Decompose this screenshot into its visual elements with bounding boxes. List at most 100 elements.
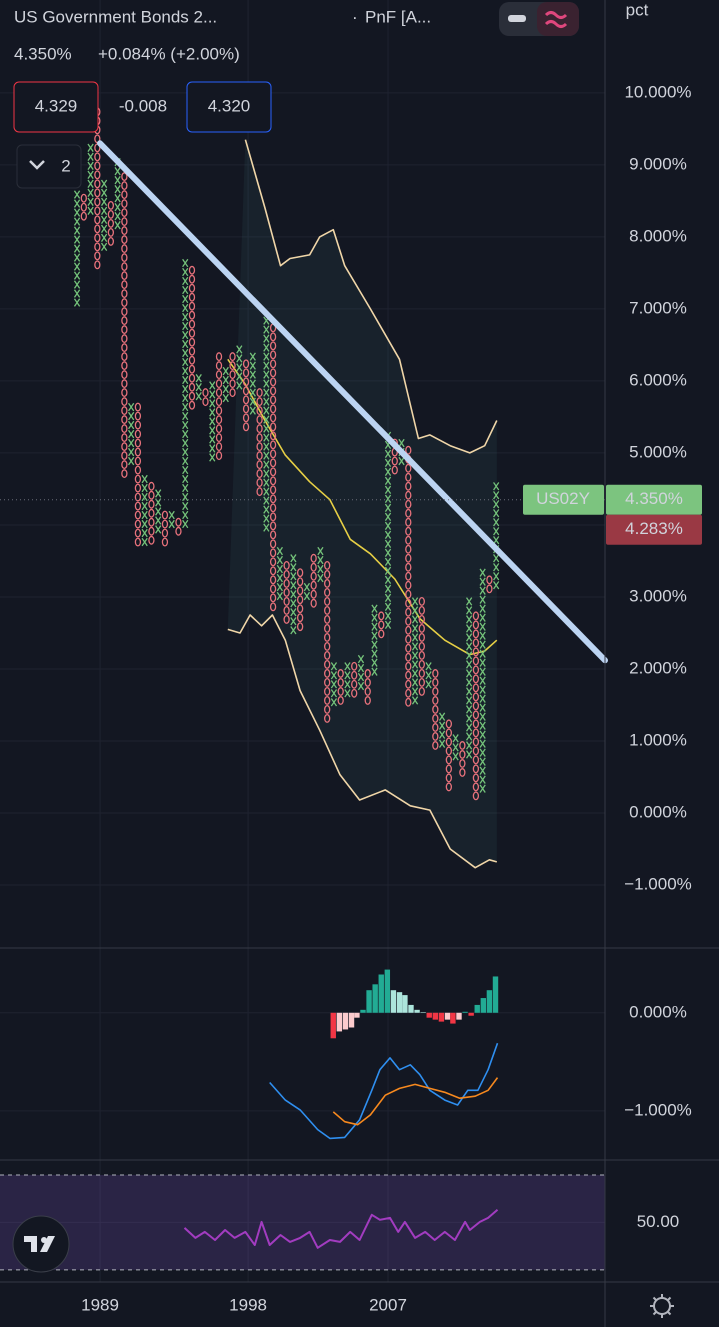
histogram-bar — [330, 1012, 336, 1039]
o-box — [296, 568, 304, 578]
x-box — [100, 206, 108, 215]
o-box — [445, 755, 452, 765]
last-price: 4.350% — [14, 44, 72, 63]
o-box — [94, 251, 101, 261]
symbol-title[interactable]: US Government Bonds 2... — [14, 7, 217, 26]
histogram-bar — [420, 1012, 426, 1013]
o-box — [121, 397, 128, 407]
o-box — [351, 679, 358, 689]
o-box — [148, 535, 155, 545]
bid-price: 4.329 — [35, 96, 78, 115]
o-box — [134, 528, 142, 538]
pnf-column — [168, 510, 175, 529]
o-box — [418, 633, 425, 642]
x-box — [100, 233, 108, 242]
o-box — [94, 170, 101, 180]
o-box — [405, 490, 412, 500]
y-tick-label: 8.000% — [629, 226, 687, 245]
x-box — [128, 438, 135, 448]
series-line — [332, 1077, 499, 1126]
o-box — [472, 755, 480, 765]
o-box — [202, 397, 209, 407]
o-box — [310, 571, 317, 581]
pnf-column — [202, 388, 209, 407]
x-box — [411, 615, 419, 624]
o-box — [472, 764, 480, 774]
x-box — [195, 392, 202, 401]
pnf-column — [155, 489, 162, 534]
x-box — [465, 741, 473, 750]
x-box — [357, 672, 365, 682]
pnf-column — [418, 597, 425, 696]
x-box — [209, 453, 216, 462]
pnf-column — [148, 481, 155, 545]
x-box — [141, 483, 148, 493]
o-box — [269, 557, 277, 567]
o-box — [432, 678, 439, 687]
x-box — [479, 703, 486, 712]
x-box — [155, 525, 162, 534]
x-box — [236, 354, 243, 363]
pnf-column — [128, 402, 135, 466]
x-box — [465, 597, 473, 606]
o-box — [324, 588, 331, 597]
o-box — [269, 467, 277, 477]
x-box — [371, 667, 378, 676]
x-box — [128, 456, 135, 466]
indicators-toggle[interactable] — [16, 144, 82, 189]
series-line — [183, 1209, 499, 1249]
o-box — [405, 625, 412, 635]
separator: · — [352, 7, 358, 26]
o-box — [378, 620, 385, 630]
x-box — [182, 303, 189, 313]
settings-icon[interactable] — [650, 1294, 674, 1318]
ask-box[interactable] — [186, 81, 272, 133]
o-box — [121, 343, 128, 353]
tradingview-logo[interactable] — [12, 1215, 70, 1273]
bid-box[interactable] — [13, 81, 99, 133]
o-box — [256, 406, 263, 416]
x-box — [290, 608, 297, 617]
o-box — [80, 211, 87, 221]
histogram-bar — [432, 1012, 439, 1020]
x-box — [479, 712, 486, 721]
pnf-column — [330, 662, 338, 707]
x-box — [344, 671, 351, 680]
o-box — [405, 580, 412, 590]
histogram-bar — [378, 974, 384, 1013]
o-box — [283, 615, 290, 624]
chart-style[interactable]: PnF [A... — [365, 7, 431, 26]
o-box — [418, 660, 425, 669]
x-box — [222, 366, 229, 376]
x-box — [290, 581, 297, 590]
o-box — [324, 642, 331, 651]
histogram-bar — [372, 984, 378, 1013]
x-box — [384, 593, 392, 603]
x-box — [493, 581, 500, 590]
x-box — [209, 426, 216, 435]
histogram-bar — [408, 1004, 414, 1013]
o-box — [256, 460, 263, 470]
o-box — [324, 696, 331, 705]
o-box — [134, 456, 142, 466]
x-box — [479, 568, 486, 577]
x-box — [479, 766, 486, 775]
o-box — [121, 235, 128, 245]
x-box — [87, 161, 94, 170]
histogram-bar — [342, 1012, 349, 1030]
x-box — [249, 397, 256, 406]
x-box — [384, 476, 392, 486]
compare-icon[interactable] — [544, 11, 568, 28]
o-box — [432, 705, 439, 714]
x-box — [128, 447, 135, 457]
o-box — [107, 227, 115, 237]
pnf-column — [438, 712, 446, 748]
o-box — [472, 683, 480, 693]
o-box — [445, 773, 452, 783]
o-box — [215, 433, 223, 443]
o-box — [121, 424, 128, 434]
minus-icon[interactable] — [508, 15, 526, 22]
o-box — [121, 379, 128, 389]
y-tick-label: 0.000% — [629, 1002, 687, 1021]
x-box — [438, 730, 446, 739]
